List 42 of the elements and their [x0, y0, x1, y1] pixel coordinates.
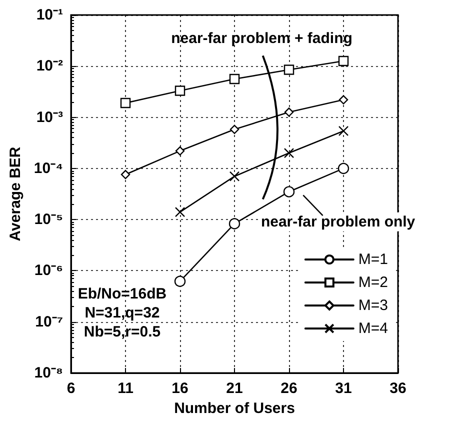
point [284, 148, 294, 158]
point [175, 146, 185, 156]
point [120, 170, 130, 180]
x-tick-label: 36 [390, 380, 406, 397]
legend-label: M=1 [358, 251, 388, 268]
point [338, 56, 349, 66]
point [230, 124, 240, 134]
x-axis-title: Number of Users [174, 400, 295, 417]
legend-label: M=3 [358, 297, 388, 314]
point [174, 207, 186, 218]
point [229, 171, 240, 182]
point [120, 98, 131, 108]
point [338, 95, 348, 104]
x-tick-label: 16 [172, 380, 188, 397]
x-tick-label: 31 [335, 380, 352, 397]
point [174, 276, 186, 287]
point [284, 64, 294, 75]
point [283, 186, 295, 198]
x-tick-label: 21 [226, 380, 243, 397]
annotation: near-far problem only [260, 213, 416, 230]
y-tick-label: 10⁻⁵ [34, 211, 64, 228]
y-tick-label: 10⁻¹ [36, 6, 64, 24]
point [284, 108, 294, 117]
point [229, 74, 240, 84]
point [338, 162, 350, 174]
y-axis-title: Average BER [7, 146, 24, 242]
legend-label: M=4 [358, 320, 388, 337]
y-tick-label: 10⁻⁴ [34, 160, 64, 177]
y-tick-label: 10⁻² [36, 58, 64, 75]
y-tick-label: 10⁻⁷ [35, 313, 64, 330]
point [174, 86, 186, 96]
x-tick-label: 26 [280, 380, 298, 397]
x-tick-label: 11 [118, 380, 134, 397]
legend-label: M=2 [358, 274, 388, 291]
y-tick-label: 10⁻³ [36, 108, 64, 126]
annotation: Eb/No=16dB N=31,q=32 Nb=5,r=0.5 [78, 285, 167, 340]
annotation: near-far problem + fading [171, 30, 352, 47]
point [228, 218, 240, 230]
x-tick-label: 6 [66, 380, 76, 397]
y-tick-label: 10⁻⁶ [34, 262, 64, 280]
y-tick-label: 10⁻⁸ [34, 364, 64, 382]
point [338, 126, 349, 136]
